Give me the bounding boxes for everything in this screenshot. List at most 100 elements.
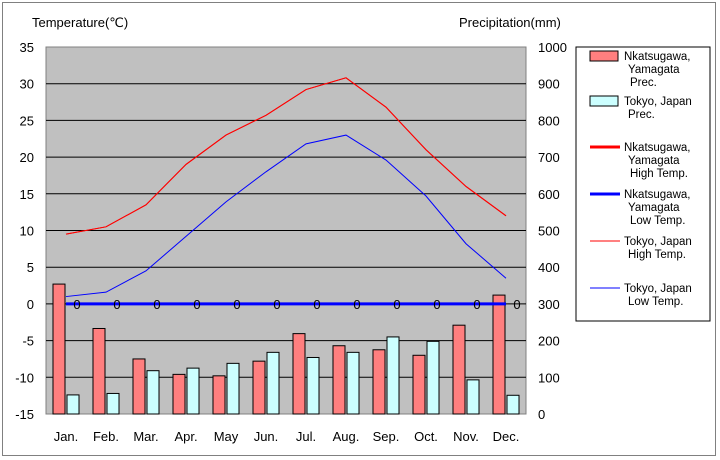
left-tick-labels: 35 30 25 20 15 10 5 0 -5 -10 -15 — [15, 40, 34, 422]
bar-nkatsugawa-prec — [492, 294, 506, 415]
point-label: 0 — [313, 297, 320, 312]
point-label: 0 — [153, 297, 160, 312]
legend-label: Yamagata — [628, 64, 680, 76]
left-tick-label: 20 — [20, 150, 34, 165]
bar-nkatsugawa-prec — [172, 373, 186, 415]
legend-label: Low Temp. — [630, 215, 685, 227]
legend-label: Tokyo, Japan — [624, 96, 692, 108]
x-tick-label: Jan. — [54, 429, 79, 444]
legend-label: Yamagata — [628, 202, 680, 214]
x-tick-label: Mar. — [133, 429, 158, 444]
bar-tokyo-prec — [386, 336, 400, 415]
left-tick-label: 15 — [20, 187, 34, 202]
bar-tokyo-prec — [106, 392, 120, 415]
bar-tokyo-prec — [266, 351, 280, 415]
right-tick-label: 200 — [538, 334, 560, 349]
legend-label: Prec. — [630, 77, 657, 89]
x-tick-labels: Jan. Feb. Mar. Apr. May Jun. Jul. Aug. Sep. Oct. N… — [54, 429, 520, 444]
bar-tokyo-prec — [506, 394, 520, 415]
x-tick-label: Dec. — [493, 429, 520, 444]
bar-tokyo-prec — [346, 351, 360, 415]
legend-label: High Temp. — [628, 249, 686, 261]
legend-label: Nkatsugawa, — [624, 189, 690, 201]
right-tick-label: 600 — [538, 187, 560, 202]
point-labels-group: 0 0 0 0 0 0 0 0 0 0 0 0 — [73, 297, 520, 312]
x-tick-label: Jul. — [296, 429, 316, 444]
point-label: 0 — [273, 297, 280, 312]
legend-label: High Temp. — [630, 168, 688, 180]
bar-nkatsugawa-prec — [292, 333, 306, 415]
point-label: 0 — [113, 297, 120, 312]
grid-lines — [46, 83, 526, 378]
bar-nkatsugawa-prec — [372, 349, 386, 415]
legend-label: Yamagata — [628, 155, 680, 167]
lines-group — [65, 77, 507, 306]
x-tick-label: Sep. — [373, 429, 400, 444]
x-tick-label: May — [214, 429, 239, 444]
point-label: 0 — [513, 297, 520, 312]
bar-tokyo-prec — [426, 340, 440, 415]
left-tick-label: 5 — [27, 260, 34, 275]
right-tick-label: 1000 — [538, 40, 567, 55]
legend-label: Nkatsugawa, — [624, 51, 690, 63]
left-tick-label: 10 — [20, 224, 34, 239]
bar-tokyo-prec — [306, 356, 320, 415]
bar-tokyo-prec — [226, 362, 240, 415]
right-tick-label: 800 — [538, 113, 560, 128]
legend-box — [575, 46, 711, 322]
x-tick-label: Feb. — [93, 429, 119, 444]
legend-label: Nkatsugawa, — [624, 142, 690, 154]
point-label: 0 — [473, 297, 480, 312]
x-tick-label: Apr. — [174, 429, 197, 444]
bar-tokyo-prec — [66, 394, 80, 415]
series-line-3 — [65, 134, 507, 298]
legend-swatch — [589, 95, 619, 107]
left-tick-label: 0 — [27, 297, 34, 312]
bar-tokyo-prec — [186, 367, 200, 415]
point-label: 0 — [353, 297, 360, 312]
left-axis-title: Temperature(℃) — [32, 15, 128, 30]
legend-swatch — [589, 50, 619, 62]
right-tick-label: 300 — [538, 297, 560, 312]
right-tick-label: 900 — [538, 77, 560, 92]
bar-nkatsugawa-prec — [252, 360, 266, 415]
bars-group — [52, 283, 520, 415]
bar-nkatsugawa-prec — [412, 354, 426, 415]
legend-label: Tokyo, Japan — [624, 283, 692, 295]
x-tick-label: Oct. — [414, 429, 438, 444]
bar-nkatsugawa-prec — [52, 283, 66, 415]
bar-nkatsugawa-prec — [452, 324, 466, 415]
bar-tokyo-prec — [466, 379, 480, 415]
point-label: 0 — [393, 297, 400, 312]
left-tick-label: 35 — [20, 40, 34, 55]
legend-label: Prec. — [628, 109, 655, 121]
left-tick-label: 30 — [20, 77, 34, 92]
legend-label: Tokyo, Japan — [624, 236, 692, 248]
series-line-2 — [65, 77, 507, 235]
x-tick-label: Aug. — [333, 429, 360, 444]
bar-tokyo-prec — [146, 370, 160, 415]
right-tick-label: 700 — [538, 150, 560, 165]
left-tick-label: -15 — [15, 407, 34, 422]
right-axis-title: Precipitation(mm) — [459, 15, 561, 30]
point-label: 0 — [433, 297, 440, 312]
legend-label: Low Temp. — [628, 296, 683, 308]
right-tick-label: 400 — [538, 260, 560, 275]
right-tick-label: 500 — [538, 224, 560, 239]
x-tick-label: Nov. — [453, 429, 479, 444]
right-tick-label: 0 — [538, 407, 545, 422]
point-label: 0 — [233, 297, 240, 312]
bar-nkatsugawa-prec — [332, 345, 346, 415]
point-label: 0 — [73, 297, 80, 312]
bar-nkatsugawa-prec — [92, 327, 106, 415]
point-label: 0 — [193, 297, 200, 312]
left-tick-label: 25 — [20, 113, 34, 128]
bar-nkatsugawa-prec — [132, 358, 146, 415]
left-tick-label: -10 — [15, 370, 34, 385]
left-tick-label: -5 — [22, 334, 34, 349]
bar-nkatsugawa-prec — [212, 375, 226, 415]
right-tick-label: 100 — [538, 370, 560, 385]
